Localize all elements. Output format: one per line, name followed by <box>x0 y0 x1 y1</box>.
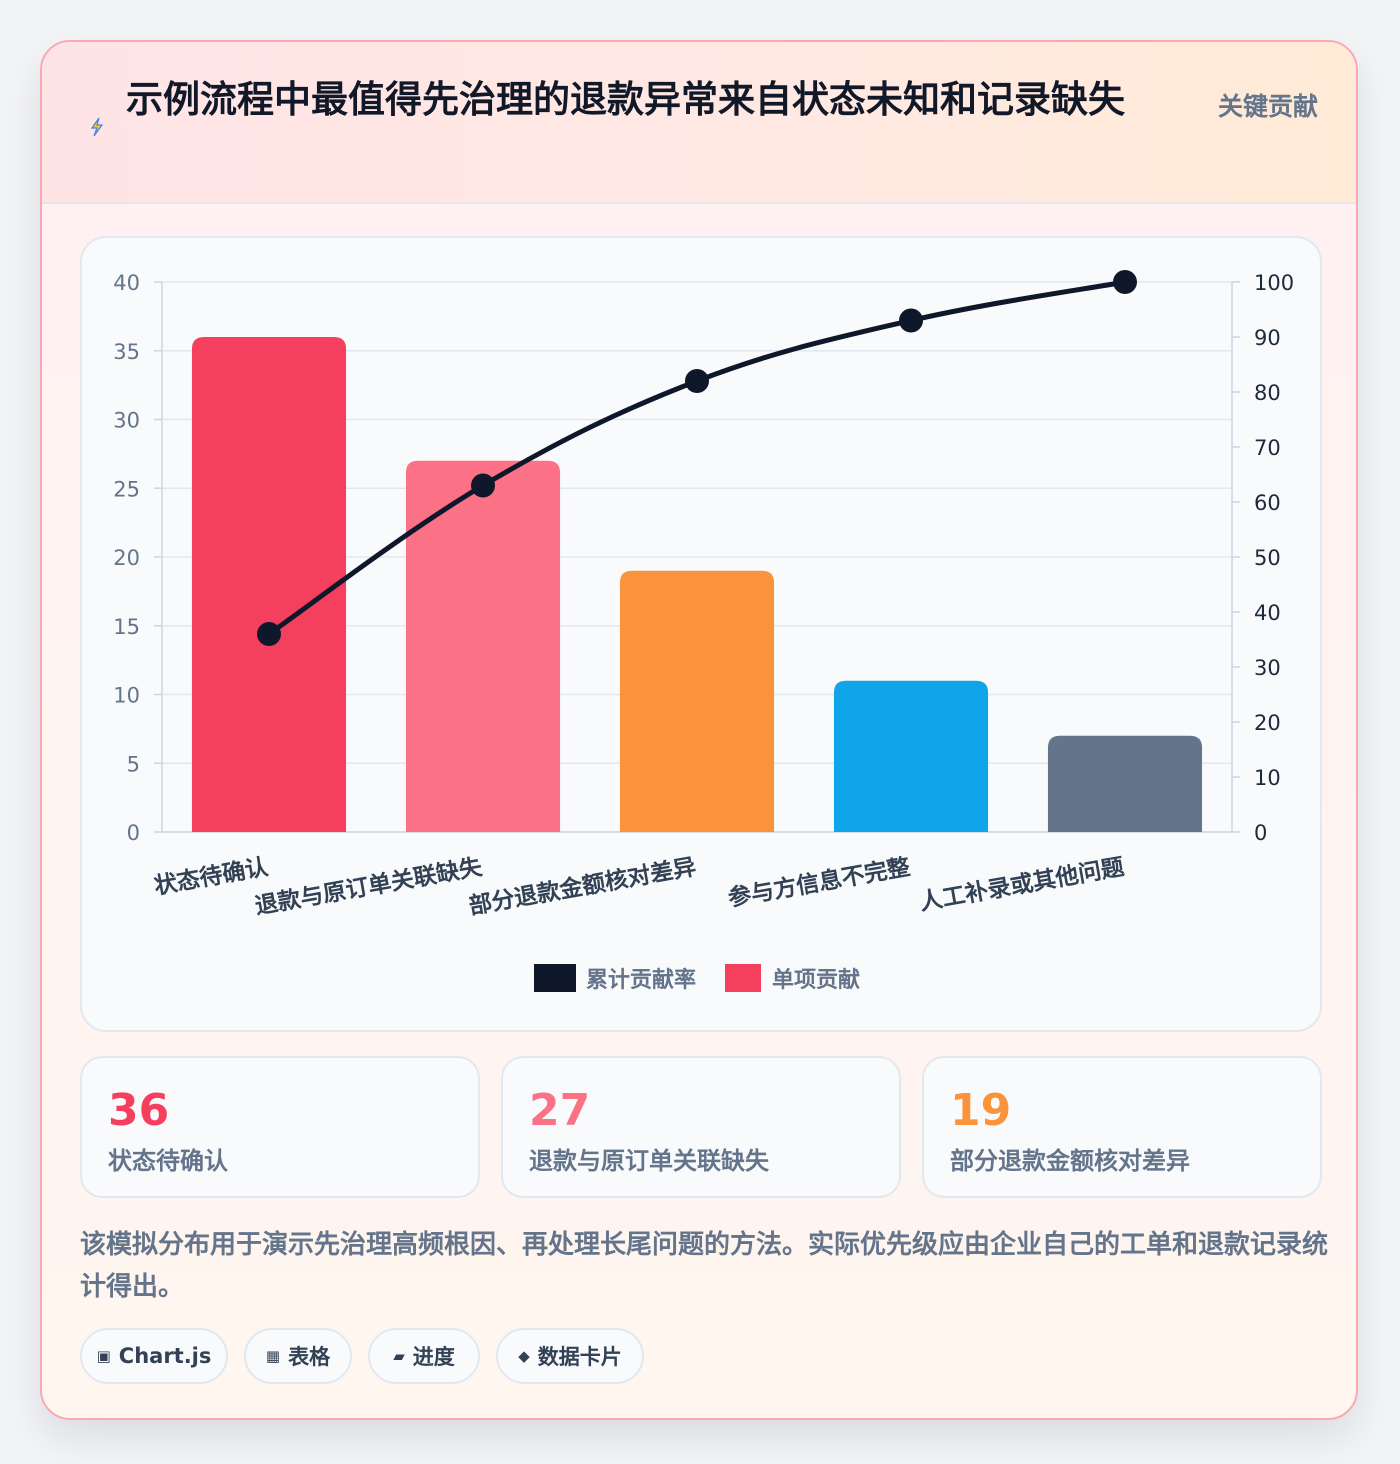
bar <box>1047 735 1203 832</box>
chart-card: 示例流程中最值得先治理的退款异常来自状态未知和记录缺失 关键贡献 0 5 10 15 2… <box>40 40 1358 1420</box>
legend-label: 单项贡献 <box>772 967 860 993</box>
y-left-tick-label: 5 <box>127 752 140 776</box>
line-point <box>685 369 709 393</box>
y-left-tick-label: 10 <box>113 684 140 708</box>
legend-swatch <box>725 964 761 992</box>
line-point <box>257 622 281 646</box>
y-right-tick-label: 30 <box>1254 656 1281 680</box>
y-left-tick-label: 30 <box>113 409 140 433</box>
stat-label: 部分退款金额核对差异 <box>950 1147 1190 1175</box>
lightning-icon <box>90 117 104 137</box>
y-left-tick-label: 35 <box>113 340 140 364</box>
bar <box>191 337 347 832</box>
legend-swatch <box>534 964 576 992</box>
line-point <box>1113 270 1137 294</box>
y-right-tick-label: 40 <box>1254 601 1281 625</box>
progress-icon: ▰ <box>393 1347 405 1365</box>
chip-label: 表格 <box>288 1345 331 1369</box>
y-right-tick-label: 0 <box>1254 821 1267 845</box>
y-left-tick-label: 40 <box>113 271 140 295</box>
y-right-tick-label: 80 <box>1254 381 1281 405</box>
y-right-tick-label: 50 <box>1254 546 1281 570</box>
stat-card: 27 退款与原订单关联缺失 <box>501 1056 901 1198</box>
chip-progress[interactable]: ▰ 进度 <box>368 1328 480 1384</box>
header-tag: 关键贡献 <box>1218 92 1319 121</box>
line-point <box>899 308 923 333</box>
legend-label: 累计贡献率 <box>586 967 696 993</box>
y-left-tick-label: 15 <box>113 615 140 639</box>
stat-label: 状态待确认 <box>108 1147 228 1175</box>
stat-value: 19 <box>950 1085 1012 1136</box>
card-title: 示例流程中最值得先治理的退款异常来自状态未知和记录缺失 <box>126 78 1125 121</box>
line-point <box>471 473 495 498</box>
y-right-tick-label: 60 <box>1254 491 1281 515</box>
y-right-tick-label: 10 <box>1254 766 1281 790</box>
stat-card: 19 部分退款金额核对差异 <box>922 1056 1322 1198</box>
chart-panel: 0 5 10 15 20 25 30 35 40 0 10 20 30 40 50 60 70 80 90 100 … <box>80 236 1322 1032</box>
chip-label: Chart.js <box>118 1344 212 1368</box>
y-right-tick-label: 100 <box>1254 271 1294 295</box>
chip-chartjs[interactable]: ▣ Chart.js <box>80 1328 228 1384</box>
x-tick-label: 退款与原订单关联缺失 <box>253 853 485 920</box>
chip-table[interactable]: ▦ 表格 <box>244 1328 352 1384</box>
table-icon: ▦ <box>265 1347 281 1365</box>
bar <box>405 460 561 832</box>
stat-value: 36 <box>108 1085 170 1136</box>
y-right-tick-label: 20 <box>1254 711 1281 735</box>
chip-data-card[interactable]: ◆ 数据卡片 <box>496 1328 644 1384</box>
card-header: 示例流程中最值得先治理的退款异常来自状态未知和记录缺失 关键贡献 <box>42 42 1356 204</box>
footnote: 该模拟分布用于演示先治理高频根因、再处理长尾问题的方法。实际优先级应由企业自己的… <box>80 1230 1329 1302</box>
diamond-icon: ◆ <box>518 1347 530 1365</box>
stat-card: 36 状态待确认 <box>80 1056 480 1198</box>
x-tick-label: 状态待确认 <box>152 853 270 900</box>
y-left-tick-label: 25 <box>113 477 140 501</box>
bar <box>833 680 989 832</box>
x-tick-label: 人工补录或其他问题 <box>918 854 1126 916</box>
x-tick-label: 部分退款金额核对差异 <box>467 853 698 920</box>
y-right-tick-label: 90 <box>1254 326 1281 350</box>
bar <box>619 570 775 832</box>
chart-icon: ▣ <box>96 1347 111 1365</box>
y-right-tick-label: 70 <box>1254 436 1281 460</box>
x-tick-label: 参与方信息不完整 <box>726 853 912 912</box>
chip-label: 进度 <box>412 1345 455 1369</box>
chip-label: 数据卡片 <box>537 1345 622 1369</box>
y-left-tick-label: 0 <box>127 821 140 845</box>
y-left-tick-label: 20 <box>113 546 140 570</box>
stat-label: 退款与原订单关联缺失 <box>529 1147 769 1175</box>
stat-value: 27 <box>529 1085 591 1136</box>
